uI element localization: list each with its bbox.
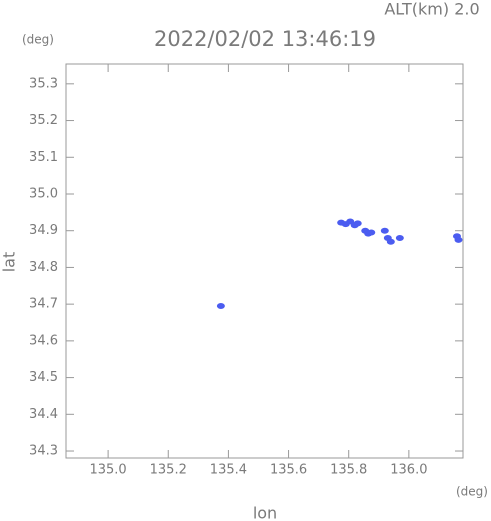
y-unit: (deg) [22, 33, 54, 47]
echo-point [216, 302, 225, 309]
x-tick-label: 135.0 [89, 463, 126, 478]
y-axis-label: lat [0, 252, 19, 273]
y-tick-label: 35.2 [29, 113, 58, 128]
echo-point [380, 227, 389, 234]
y-tick-label: 35.0 [29, 186, 58, 201]
x-tick-label: 135.8 [330, 463, 367, 478]
y-tick-label: 34.9 [29, 223, 58, 238]
echo-point [367, 229, 376, 236]
echo-point [395, 235, 404, 242]
x-tick-label: 135.2 [150, 463, 187, 478]
x-axis-label: lon [253, 504, 277, 521]
x-unit: (deg) [456, 485, 488, 499]
y-tick-label: 34.5 [29, 370, 58, 385]
echo-point [353, 220, 362, 227]
echo-point [454, 236, 463, 243]
x-tick-label: 135.4 [210, 463, 247, 478]
x-tick-label: 135.6 [270, 463, 307, 478]
y-tick-label: 34.3 [29, 444, 58, 459]
plot-frame [65, 63, 464, 459]
echo-point [386, 238, 395, 245]
y-tick-label: 34.7 [29, 297, 58, 312]
chart-subtitle: ALT(km) 2.0 [384, 0, 479, 19]
y-tick-label: 35.3 [29, 76, 58, 91]
x-tick-label: 136.0 [390, 463, 427, 478]
y-tick-label: 34.6 [29, 333, 58, 348]
y-tick-label: 35.1 [29, 150, 58, 165]
y-tick-label: 34.4 [29, 407, 58, 422]
chart-title: 2022/02/02 13:46:19 [154, 27, 376, 51]
y-tick-label: 34.8 [29, 260, 58, 275]
